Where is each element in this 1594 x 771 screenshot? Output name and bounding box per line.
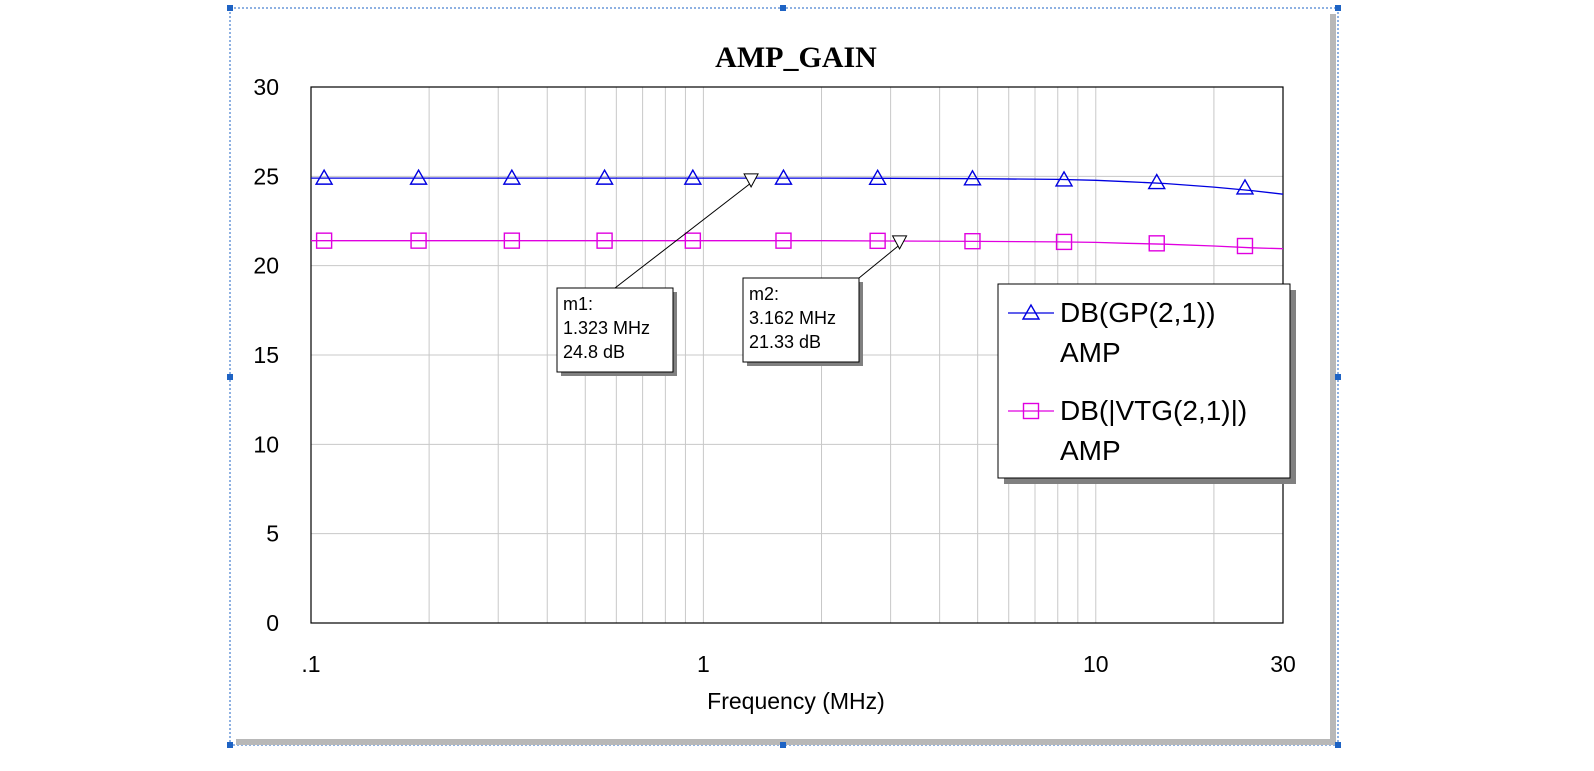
- series-marker-square: [1148, 235, 1165, 252]
- y-tick-label: 30: [253, 74, 279, 100]
- y-tick-label: 15: [253, 342, 279, 368]
- legend-marker-triangle: [1021, 303, 1041, 320]
- series-marker-triangle: [1054, 170, 1074, 187]
- x-tick-label: 30: [1270, 651, 1296, 677]
- marker-layer: m1: 1.323 MHz 24.8 dB m2: 3.162 MHz 21.33 dB: [556, 173, 908, 376]
- marker-leader-line: [614, 182, 752, 289]
- legend-items: DB(GP(2,1)) AMP DB(|VTG(2,1)|) AMP: [1008, 297, 1247, 466]
- x-tick-label: 10: [1083, 651, 1109, 677]
- series-marker-square: [410, 232, 427, 249]
- series-marker-square: [869, 232, 886, 250]
- marker-leader-line: [858, 244, 900, 279]
- resize-handle-mid-left[interactable]: [227, 374, 233, 380]
- x-tick-labels: .1 1 10 30: [301, 651, 1295, 677]
- legend[interactable]: DB(GP(2,1)) AMP DB(|VTG(2,1)|) AMP: [997, 283, 1296, 484]
- series-marker-triangle: [314, 168, 334, 185]
- x-tick-label: 1: [697, 651, 710, 677]
- series-line: [311, 240, 1284, 250]
- series-marker-triangle: [868, 168, 887, 185]
- series-marker-square: [596, 232, 613, 249]
- series-line: [311, 177, 1284, 195]
- series-marker-square: [1055, 233, 1073, 251]
- legend-series-name: DB(|VTG(2,1)|): [1060, 395, 1247, 426]
- resize-handle-bottom-mid[interactable]: [780, 742, 786, 748]
- x-axis-label: Frequency (MHz): [707, 688, 885, 714]
- y-tick-label: 20: [253, 253, 279, 279]
- series-marker-square: [775, 232, 792, 249]
- marker-label: 3.162 MHz: [749, 308, 836, 328]
- resize-handle-top-left[interactable]: [227, 5, 233, 11]
- series-marker-triangle: [502, 168, 522, 185]
- resize-handle-bottom-right[interactable]: [1335, 742, 1341, 748]
- y-tick-label: 10: [253, 431, 279, 457]
- resize-handle-top-mid[interactable]: [780, 5, 786, 11]
- marker-label: 1.323 MHz: [563, 318, 650, 338]
- series-marker-triangle: [683, 168, 703, 185]
- marker-label: 24.8 dB: [563, 342, 625, 362]
- legend-series-sub: AMP: [1060, 337, 1121, 368]
- resize-handles[interactable]: [227, 5, 1341, 748]
- series-1: [311, 168, 1284, 195]
- legend-item-2[interactable]: DB(|VTG(2,1)|) AMP: [1008, 395, 1247, 466]
- resize-handle-mid-right[interactable]: [1335, 374, 1341, 380]
- marker-label: m2:: [749, 284, 779, 304]
- y-tick-label: 5: [266, 521, 279, 547]
- marker-label: 21.33 dB: [749, 332, 821, 352]
- series-marker-triangle: [1235, 178, 1255, 195]
- series-marker-triangle: [595, 168, 614, 185]
- series-marker-triangle: [774, 168, 793, 185]
- series-marker-triangle: [963, 169, 982, 186]
- marker-annotation-1[interactable]: m1: 1.323 MHz 24.8 dB: [556, 173, 759, 376]
- marker-box[interactable]: [742, 277, 860, 363]
- series-marker-square: [1236, 237, 1254, 255]
- series-marker-square: [964, 232, 981, 250]
- series-marker-triangle: [409, 168, 428, 185]
- resize-handle-top-right[interactable]: [1335, 5, 1341, 11]
- chart-title: AMP_GAIN: [715, 41, 877, 74]
- marker-point-icon[interactable]: [743, 173, 759, 188]
- resize-handle-bottom-left[interactable]: [227, 742, 233, 748]
- series-marker-square: [315, 232, 333, 249]
- legend-marker-square: [1022, 402, 1040, 420]
- series-marker-square: [684, 232, 702, 249]
- marker-point-icon[interactable]: [891, 235, 908, 250]
- marker-box[interactable]: [556, 287, 674, 373]
- x-tick-label: .1: [301, 651, 320, 677]
- legend-item-1[interactable]: DB(GP(2,1)) AMP: [1008, 297, 1216, 368]
- series-2: [311, 232, 1284, 255]
- y-tick-label: 0: [266, 610, 279, 636]
- marker-label: m1:: [563, 294, 593, 314]
- frame-shadow-right: [1330, 14, 1336, 741]
- series-marker-triangle: [1147, 173, 1166, 190]
- marker-annotation-2[interactable]: m2: 3.162 MHz 21.33 dB: [742, 235, 908, 366]
- series-layer: [311, 168, 1284, 255]
- legend-series-name: DB(GP(2,1)): [1060, 297, 1216, 328]
- legend-box[interactable]: [997, 283, 1291, 479]
- y-tick-label: 25: [253, 163, 279, 189]
- y-tick-labels: 0 5 10 15 20 25 30: [253, 74, 279, 636]
- legend-series-sub: AMP: [1060, 435, 1121, 466]
- series-marker-square: [503, 232, 521, 249]
